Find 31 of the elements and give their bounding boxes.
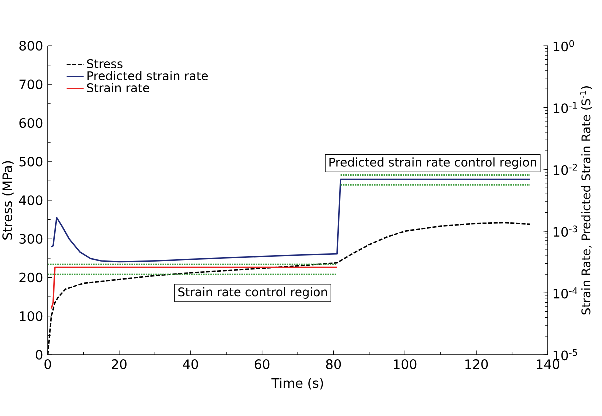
y-tick-label: 600 [20, 118, 43, 128]
y-tick-label: 100 [20, 311, 43, 322]
x-tick-label: 0 [44, 360, 52, 370]
annotation: Predicted strain rate control region [330, 158, 536, 170]
y-tick-label: 500 [20, 156, 43, 167]
annotation: Strain rate control region [178, 287, 328, 299]
x-tick-label: 60 [254, 360, 270, 370]
y-tick-label: 0 [36, 350, 43, 360]
y2-axis-title: Strain Rate, Predicted Strain Rate (S$^{-1}$) [580, 86, 592, 315]
y-tick-label: 800 [20, 41, 43, 51]
y2-tick-label: 10$^{-1}$ [554, 102, 578, 114]
y2-tick-label: 10$^{-5}$ [554, 349, 578, 361]
x-tick-label: 100 [394, 360, 417, 370]
x-tick-label: 120 [466, 360, 488, 370]
y2-tick-label: 10$^{-4}$ [554, 288, 578, 299]
legend-label: Stress [87, 59, 123, 68]
y-tick-label: 700 [20, 80, 43, 90]
y-tick-label: 300 [20, 234, 43, 244]
y2-tick-label: 10$^{0}$ [554, 40, 574, 52]
x-tick-label: 140 [537, 360, 560, 370]
x-axis-title: Time (s) [272, 378, 324, 390]
y2-tick-label: 10$^{-3}$ [554, 226, 578, 238]
x-tick-label: 40 [183, 360, 198, 370]
x-tick-label: 20 [112, 360, 127, 370]
legend-label: Strain rate [87, 83, 150, 93]
y2-tick-label: 10$^{-2}$ [554, 164, 578, 176]
y-axis-title: Stress (MPa) [2, 161, 14, 240]
y-tick-label: 200 [20, 272, 43, 283]
y-tick-label: 400 [19, 196, 43, 206]
x-tick-label: 80 [326, 360, 342, 370]
legend-label: Predicted strain rate [88, 71, 208, 81]
